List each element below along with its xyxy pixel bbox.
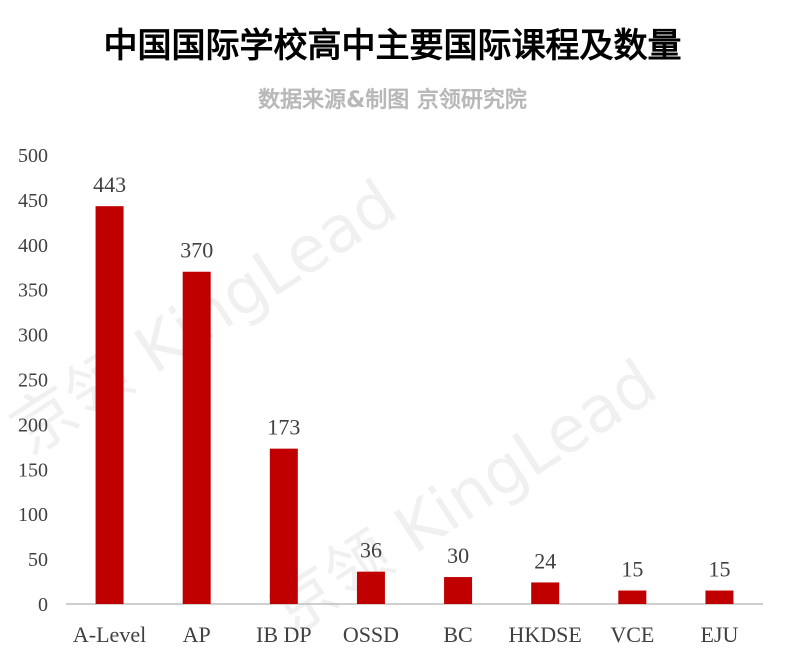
x-tick-label: BC	[443, 622, 472, 647]
data-label: 24	[534, 548, 556, 573]
y-tick-label: 50	[28, 549, 48, 571]
y-tick-label: 450	[18, 190, 48, 212]
bar	[182, 271, 211, 604]
data-label: 36	[360, 538, 382, 563]
y-tick-label: 100	[18, 504, 48, 526]
bar	[531, 582, 560, 604]
data-label: 370	[180, 238, 213, 263]
bar	[356, 571, 385, 604]
y-tick-label: 500	[18, 145, 48, 167]
data-label: 15	[708, 557, 730, 582]
data-label: 443	[93, 172, 126, 197]
bar	[95, 206, 124, 604]
x-tick-label: IB DP	[256, 622, 312, 647]
bar	[705, 590, 734, 604]
data-label: 15	[621, 557, 643, 582]
y-tick-label: 300	[18, 325, 48, 347]
data-label: 173	[267, 415, 300, 440]
data-label: 30	[447, 543, 469, 568]
x-tick-label: HKDSE	[509, 622, 582, 647]
x-tick-label: OSSD	[343, 622, 399, 647]
y-tick-label: 250	[18, 370, 48, 392]
bar	[444, 577, 473, 604]
chart-subtitle: 数据来源&制图 京领研究院	[258, 88, 527, 113]
y-tick-label: 200	[18, 414, 48, 436]
y-tick-label: 150	[18, 459, 48, 481]
y-tick-label: 0	[38, 594, 48, 616]
x-tick-label: A-Level	[73, 622, 146, 647]
bar	[269, 448, 298, 604]
y-tick-label: 350	[18, 280, 48, 302]
bar	[618, 590, 647, 604]
x-tick-label: VCE	[610, 622, 654, 647]
x-tick-label: EJU	[700, 622, 738, 647]
x-tick-label: AP	[183, 622, 211, 647]
chart-title: 中国国际学校高中主要国际课程及数量	[103, 26, 682, 66]
y-tick-label: 400	[18, 235, 48, 257]
